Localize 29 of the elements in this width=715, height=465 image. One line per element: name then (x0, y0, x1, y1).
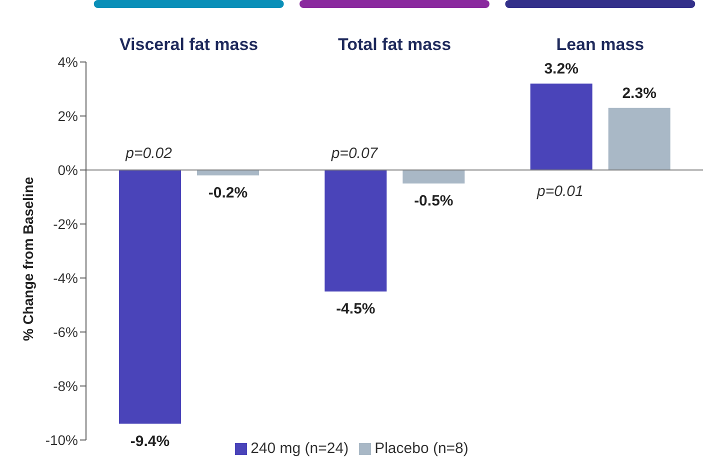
y-tick-label: -10% (45, 432, 78, 448)
y-tick-label: 2% (58, 108, 78, 124)
data-label: -0.5% (414, 192, 454, 210)
y-axis-title: % Change from Baseline (20, 176, 36, 341)
y-tick-label: 4% (58, 54, 78, 70)
x-tick-label: Total fat mass (338, 35, 452, 54)
annotation: p=0.02 (124, 145, 173, 162)
y-tick-label: 0% (58, 162, 78, 178)
legend-label: Placebo (n=8) (374, 440, 468, 457)
bar (608, 108, 670, 170)
legend-label: 240 mg (n=24) (250, 440, 349, 457)
bar (402, 170, 465, 184)
bar (119, 170, 181, 424)
annotation: p=0.01 (536, 183, 584, 200)
bar (324, 170, 387, 292)
x-tick-label: Lean mass (556, 35, 644, 54)
data-label: -0.2% (208, 184, 248, 202)
y-tick-label: -2% (53, 216, 78, 232)
x-tick-label: Visceral fat mass (120, 35, 258, 54)
bar (197, 170, 259, 176)
data-label: 2.3% (622, 84, 656, 102)
y-tick-label: -8% (53, 378, 78, 394)
bar (530, 84, 592, 170)
annotation: p=0.07 (330, 145, 378, 162)
y-tick-label: -6% (53, 324, 78, 340)
data-label: -9.4% (130, 432, 170, 450)
y-tick-label: -4% (53, 270, 78, 286)
data-label: 3.2% (544, 60, 578, 78)
data-label: -4.5% (336, 300, 376, 318)
